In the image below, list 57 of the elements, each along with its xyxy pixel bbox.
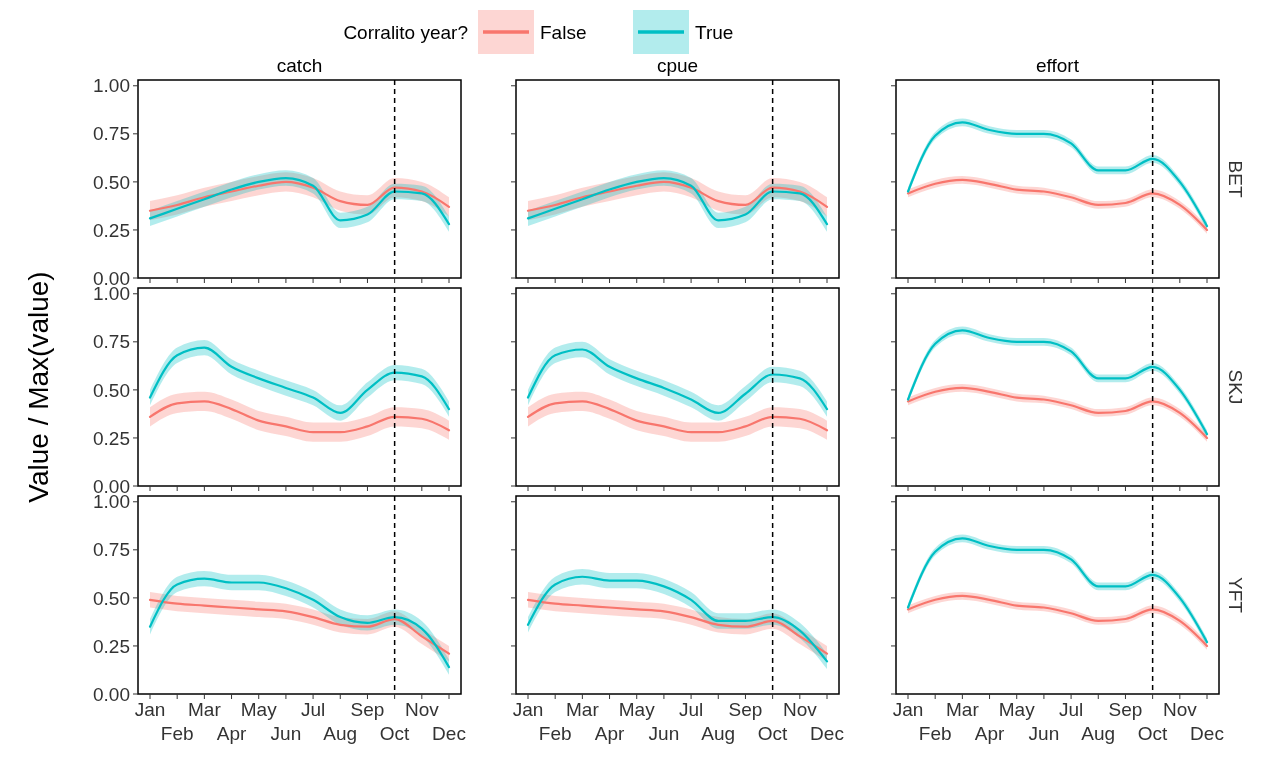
y-tick-label: 0.75 bbox=[93, 539, 130, 561]
x-tick-label: May bbox=[240, 699, 278, 720]
x-tick-label: Nov bbox=[782, 699, 818, 720]
y-tick-label: 0.50 bbox=[93, 171, 130, 193]
x-tick-label: Dec bbox=[432, 723, 466, 744]
x-tick-label: Sep bbox=[350, 699, 385, 720]
chart-title: catch bbox=[276, 55, 323, 76]
legend-title: Corralito year? bbox=[343, 21, 468, 43]
x-tick-label: May bbox=[998, 699, 1036, 720]
y-tick-label: 0.75 bbox=[93, 331, 130, 353]
x-tick-label: Feb bbox=[538, 723, 572, 744]
x-tick-label: Mar bbox=[946, 699, 980, 720]
x-tick-label: Jul bbox=[300, 699, 326, 720]
text: BET bbox=[1225, 160, 1246, 198]
x-tick-label: Mar bbox=[566, 699, 600, 720]
x-tick-label: Nov bbox=[404, 699, 440, 720]
y-tick-label: 0.00 bbox=[93, 683, 130, 705]
x-tick-label: Dec bbox=[1190, 723, 1224, 744]
y-tick-label: 0.25 bbox=[93, 635, 130, 657]
y-tick-label: 0.75 bbox=[93, 123, 130, 145]
y-tick-label: 0.25 bbox=[93, 219, 130, 241]
x-tick-label: Jun bbox=[270, 723, 302, 744]
x-tick-label: Apr bbox=[594, 723, 625, 744]
x-tick-label: Jul bbox=[1058, 699, 1084, 720]
x-tick-label: Sep bbox=[1108, 699, 1143, 720]
legend-label: False bbox=[540, 21, 587, 43]
x-tick-label: Jan bbox=[134, 699, 166, 720]
y-tick-label: 1.00 bbox=[93, 75, 130, 97]
x-tick-label: Aug bbox=[1081, 723, 1116, 744]
x-tick-label: Oct bbox=[1137, 723, 1169, 744]
x-tick-label: Sep bbox=[728, 699, 763, 720]
text: YFT bbox=[1225, 577, 1246, 614]
x-tick-label: Apr bbox=[216, 723, 247, 744]
chart-title: effort bbox=[1036, 55, 1080, 76]
x-tick-label: Oct bbox=[757, 723, 789, 744]
text: SKJ bbox=[1225, 369, 1246, 405]
x-tick-label: Feb bbox=[160, 723, 194, 744]
x-tick-label: Dec bbox=[810, 723, 844, 744]
x-tick-label: Jun bbox=[648, 723, 680, 744]
chart-title: cpue bbox=[656, 55, 699, 76]
x-tick-label: Jul bbox=[678, 699, 704, 720]
y-tick-label: 0.50 bbox=[93, 379, 130, 401]
x-tick-label: Oct bbox=[379, 723, 411, 744]
x-tick-label: Aug bbox=[701, 723, 736, 744]
x-tick-label: Mar bbox=[188, 699, 222, 720]
x-tick-label: May bbox=[618, 699, 656, 720]
legend-label: True bbox=[695, 21, 734, 43]
x-tick-label: Feb bbox=[918, 723, 952, 744]
x-tick-label: Aug bbox=[323, 723, 358, 744]
x-tick-label: Jan bbox=[512, 699, 544, 720]
x-tick-label: Jan bbox=[892, 699, 924, 720]
y-tick-label: 0.50 bbox=[93, 587, 130, 609]
x-tick-label: Jun bbox=[1028, 723, 1060, 744]
y-axis-title: Value / Max(value) bbox=[23, 271, 54, 503]
y-tick-label: 0.25 bbox=[93, 427, 130, 449]
x-tick-label: Apr bbox=[974, 723, 1005, 744]
x-tick-label: Nov bbox=[1162, 699, 1198, 720]
